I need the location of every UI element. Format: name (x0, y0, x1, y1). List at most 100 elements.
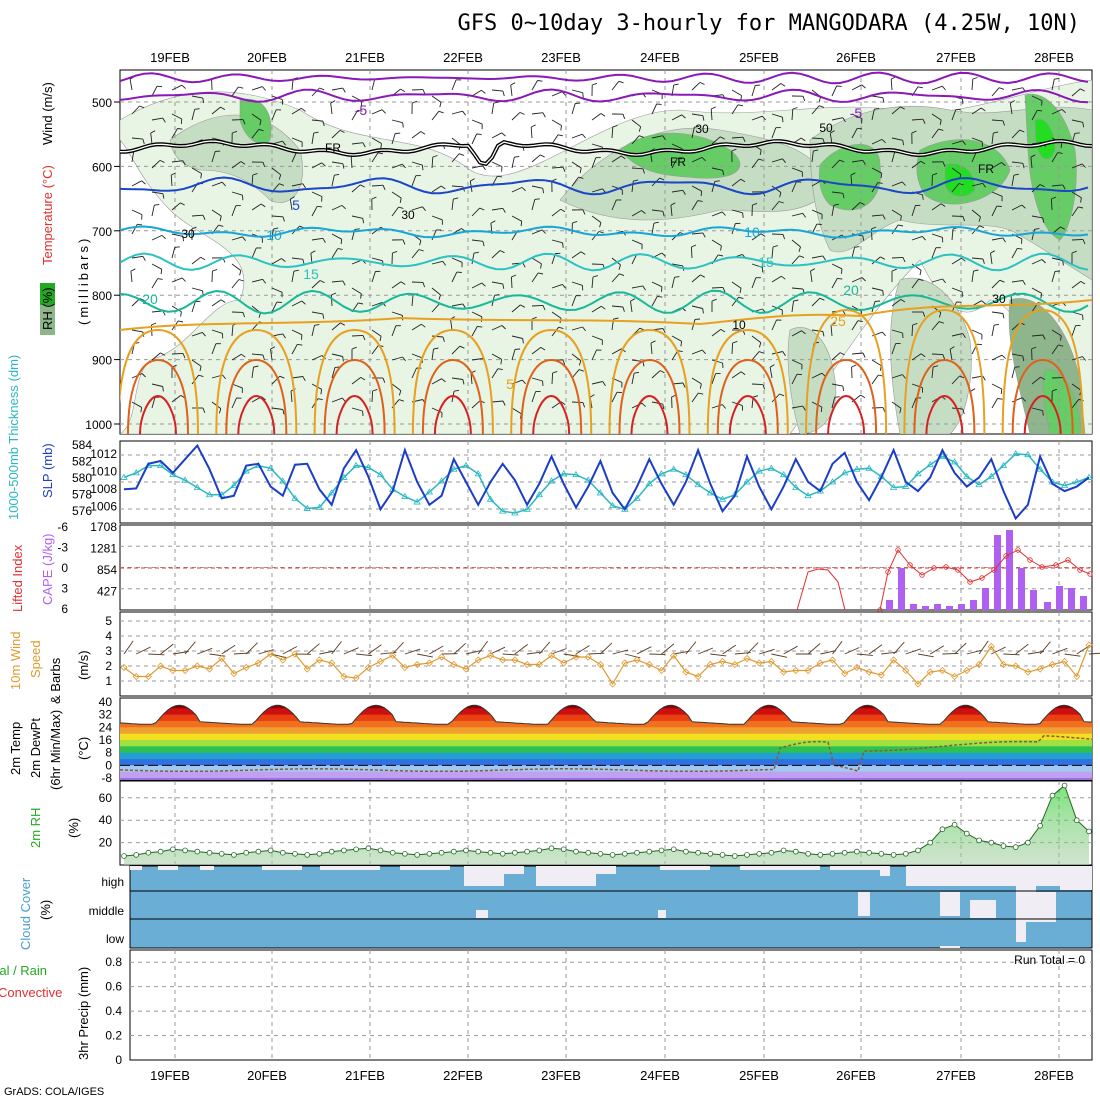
bottom-date-axis: 19FEB 20FEB 21FEB 22FEB 23FEB 24FEB 25FEB 26FEB… (150, 1068, 1074, 1083)
wind-barb-flag (162, 386, 164, 392)
wind-barb (431, 287, 441, 296)
wind-barb-flag (379, 336, 382, 342)
wind-barb (651, 370, 661, 379)
wind-barb (291, 183, 303, 187)
wind-barb-flag (782, 351, 786, 356)
wind10m-speed-point (450, 660, 458, 669)
wind-barb-flag (662, 135, 666, 141)
wind-barb-flag (891, 268, 897, 272)
wind-barb-flag (582, 326, 586, 332)
wind10m-barb (245, 642, 258, 655)
cloud-clear-region (320, 866, 380, 870)
wind-barb (991, 162, 1002, 169)
wind10m-speed-point (560, 659, 568, 667)
wind-barb-flag (1081, 163, 1086, 168)
wind-barb-flag (1021, 204, 1026, 209)
wind10m-barb (771, 653, 788, 658)
wind-barb-flag (1041, 259, 1046, 264)
wind-barb (491, 353, 502, 360)
wind-barb (351, 110, 358, 121)
cape-bar (1080, 596, 1087, 610)
wind-barb-flag (200, 173, 202, 179)
wind-barb (451, 185, 464, 188)
wind-barb-flag (182, 353, 186, 359)
wind-barb-flag (702, 232, 706, 238)
wind-barb (471, 165, 483, 169)
wind-barb (951, 140, 963, 145)
wind-barb-flag (142, 138, 145, 145)
rh2m-unit-label: (%) (66, 818, 81, 838)
wind-barb (791, 373, 798, 385)
wind-barb (131, 137, 143, 140)
wind10m-barb (368, 644, 382, 655)
wind-barb-flag (462, 303, 466, 309)
wind-barb (731, 178, 741, 187)
wind-barb-flag (761, 115, 766, 121)
thickness-point (523, 505, 531, 512)
wind-barb (911, 235, 923, 241)
wind-barb (231, 383, 243, 389)
li-point (885, 569, 891, 575)
wind-barb (171, 84, 183, 91)
wind-barb (851, 247, 855, 259)
wind-barb (551, 134, 559, 145)
wind-barb (571, 281, 583, 286)
wind-barb-flag (990, 250, 996, 254)
wind-barb (271, 301, 278, 313)
wind10m-axis-label-3: & Barbs (48, 657, 63, 704)
wind-barb (551, 283, 563, 289)
wind10m-barb (197, 647, 213, 655)
thickness-tick-label: 576 (72, 504, 92, 518)
wind-barb (1031, 215, 1043, 219)
rh2m-point (304, 852, 311, 858)
wind-barb (690, 246, 693, 259)
wind10m-barb (551, 648, 567, 655)
wind-barb (151, 85, 158, 97)
wind10m-speed-point (230, 669, 238, 678)
wind-barb-flag (202, 332, 206, 337)
wind-barb-flag (920, 160, 926, 165)
wind-barb-flag (839, 352, 845, 356)
wind10m-speed-point (987, 642, 995, 651)
wind-barb (131, 180, 142, 187)
wind-barb (931, 247, 937, 259)
wind-barb (171, 160, 183, 163)
diurnal-temp-contour (127, 358, 189, 434)
cloud-clear-region (200, 866, 214, 870)
wind-barb (651, 103, 658, 115)
contour-label-minus5: -5 (355, 102, 368, 118)
grads-credit: GrADS: COLA/IGES (4, 1086, 104, 1098)
wind-barb (990, 253, 993, 265)
wind-barb-flag (320, 389, 323, 395)
wind-barb-flag (482, 165, 486, 171)
wind-barb (871, 374, 879, 385)
wind-barb-flag (958, 183, 964, 186)
wind-barb-flag (151, 322, 157, 326)
thickness-point (462, 461, 470, 468)
wind-barb (451, 79, 457, 91)
wind10m-speed-point (657, 666, 666, 675)
wind10m-barb (1088, 652, 1100, 655)
wind-barb (691, 200, 699, 211)
wind-barb (871, 256, 881, 265)
wind-barb-flag (702, 308, 704, 314)
wind10m-speed-point (340, 672, 348, 681)
wind10m-speed-point (181, 666, 189, 675)
wind-barb (1031, 229, 1035, 241)
wind-barb-flag (372, 388, 378, 392)
wind-barb-flag (321, 162, 326, 167)
wind-barb (511, 407, 522, 415)
wind-barb (951, 109, 957, 121)
wind-barb (271, 109, 277, 121)
thickness-point (156, 461, 165, 468)
wind-barb (1030, 157, 1033, 169)
wind10m-barb (392, 641, 404, 655)
wind-barb-flag (200, 256, 206, 261)
wind-barb (831, 191, 843, 194)
wind-barb-flag (381, 109, 386, 114)
wind-barb-flag (1001, 354, 1006, 359)
wind-barb (651, 135, 663, 139)
thickness-point (450, 465, 458, 472)
wind-barb (231, 236, 243, 241)
li-point (991, 567, 997, 573)
